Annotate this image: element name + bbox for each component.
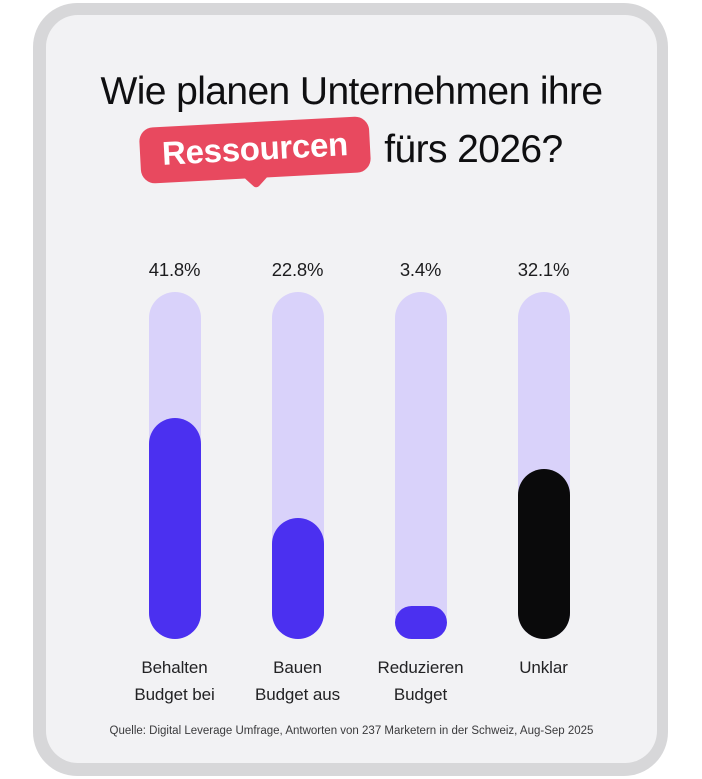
bar-column: 3.4% Reduzieren Budget [359, 259, 482, 708]
bar-value-label: 41.8% [148, 259, 201, 280]
title-highlight-badge: Ressourcen [139, 116, 372, 184]
bar-track [271, 292, 324, 639]
bar-fill [271, 518, 324, 639]
bar-category-label: Bauen Budget aus [254, 658, 340, 704]
bar-chart: 41.8% Behalten Budget bei 22.8% Bauen Bu… [113, 259, 605, 708]
bar-category-label: Unklar [519, 658, 568, 677]
bar-category-label: Reduzieren Budget [377, 658, 464, 704]
bar-track [517, 292, 570, 639]
bar-track [394, 292, 447, 639]
bar-fill [517, 469, 570, 639]
page-title-rest: fürs 2026? [384, 128, 563, 171]
page-title-line2: Ressourcen fürs 2026? [46, 116, 657, 184]
bar-fill [394, 606, 447, 639]
bar-value-label: 22.8% [271, 259, 324, 280]
bar-column: 41.8% Behalten Budget bei [113, 259, 236, 708]
bar-track [148, 292, 201, 639]
page-title-line1: Wie planen Unternehmen ihre [100, 70, 604, 113]
bar-fill [148, 417, 201, 639]
bar-column: 32.1% Unklar [482, 259, 605, 708]
bar-value-label: 32.1% [517, 259, 570, 280]
bar-category-label: Behalten Budget bei [134, 658, 215, 704]
bar-value-label: 3.4% [399, 259, 442, 280]
title-highlight-text: Ressourcen [161, 125, 350, 172]
card: Wie planen Unternehmen ihre Ressourcen f… [46, 15, 657, 763]
source-note: Quelle: Digital Leverage Umfrage, Antwor… [109, 725, 594, 737]
bar-column: 22.8% Bauen Budget aus [236, 259, 359, 708]
